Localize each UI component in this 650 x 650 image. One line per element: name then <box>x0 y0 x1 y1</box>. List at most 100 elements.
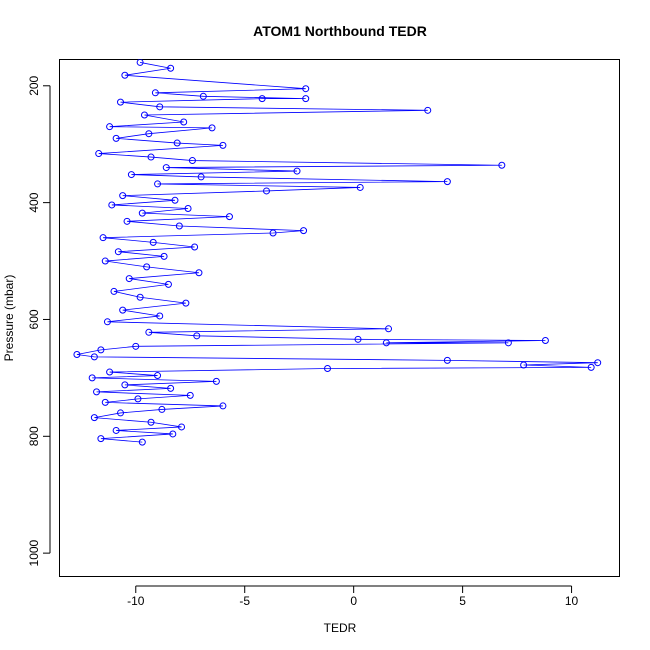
data-point <box>587 363 595 371</box>
data-point <box>110 287 118 295</box>
data-point <box>106 123 114 131</box>
data-point <box>112 134 120 142</box>
data-point <box>103 318 111 326</box>
data-point <box>127 171 135 179</box>
data-point <box>106 368 114 376</box>
x-axis-label: TEDR <box>324 621 357 635</box>
data-point <box>108 201 116 209</box>
data-point <box>117 98 125 106</box>
data-point <box>90 353 98 361</box>
data-point <box>121 71 129 79</box>
data-point <box>162 164 170 172</box>
data-point <box>269 229 277 237</box>
y-tick-label: 200 <box>27 75 41 95</box>
y-axis: 200 400 600 800 1000 <box>27 75 51 566</box>
data-point <box>114 248 122 256</box>
y-axis-label: Pressure (mbar) <box>2 275 16 362</box>
data-point <box>149 238 157 246</box>
data-point <box>219 141 227 149</box>
data-point <box>147 153 155 161</box>
data-point <box>147 418 155 426</box>
data-point <box>136 59 144 66</box>
data-point <box>182 299 190 307</box>
data-point <box>117 409 125 417</box>
y-tick-label: 800 <box>27 426 41 446</box>
data-point <box>134 395 142 403</box>
data-point <box>95 150 103 158</box>
data-point <box>385 325 393 333</box>
data-point <box>138 209 146 217</box>
x-tick-label: 10 <box>565 594 579 608</box>
data-point <box>171 196 179 204</box>
data-point <box>186 391 194 399</box>
data-point <box>138 438 146 446</box>
data-point <box>121 381 129 389</box>
data-point <box>160 252 168 260</box>
x-tick-label: 0 <box>350 594 357 608</box>
series-layer <box>73 59 602 446</box>
data-point <box>158 405 166 413</box>
data-point <box>300 227 308 235</box>
data-point <box>132 342 140 350</box>
data-point <box>443 356 451 364</box>
data-point <box>143 263 151 271</box>
data-point <box>219 402 227 410</box>
data-point <box>154 180 162 188</box>
data-point <box>302 85 310 93</box>
data-point <box>193 332 201 340</box>
data-point <box>225 213 233 221</box>
data-point <box>90 414 98 422</box>
data-point <box>156 103 164 111</box>
data-point <box>354 335 362 343</box>
data-point <box>156 312 164 320</box>
x-axis: -10 -5 0 5 10 <box>127 585 579 608</box>
y-tick-label: 600 <box>27 309 41 329</box>
chart-title: ATOM1 Northbound TEDR <box>253 23 427 39</box>
series-0 <box>73 59 602 446</box>
data-point <box>258 95 266 103</box>
data-point <box>293 167 301 175</box>
data-point <box>154 372 162 380</box>
data-point <box>164 280 172 288</box>
data-point <box>97 435 105 443</box>
data-point <box>173 139 181 147</box>
data-point <box>178 423 186 431</box>
data-point <box>208 124 216 132</box>
data-point <box>151 89 159 97</box>
data-point <box>125 275 133 283</box>
data-point <box>136 293 144 301</box>
data-point <box>145 130 153 138</box>
data-point <box>99 234 107 242</box>
data-point <box>167 384 175 392</box>
data-point <box>184 204 192 212</box>
data-point <box>197 173 205 181</box>
x-tick-label: 5 <box>459 594 466 608</box>
data-point <box>382 339 390 347</box>
data-point <box>191 243 199 251</box>
data-point <box>97 346 105 354</box>
data-point <box>93 388 101 396</box>
data-point <box>169 430 177 438</box>
series-line <box>76 62 598 443</box>
data-point <box>541 336 549 344</box>
data-point <box>180 118 188 126</box>
data-point <box>424 106 432 114</box>
data-point <box>123 217 131 225</box>
data-point <box>302 95 310 103</box>
plot-frame <box>59 59 620 577</box>
data-point <box>356 183 364 191</box>
data-point <box>263 187 270 195</box>
y-tick-label: 400 <box>27 192 41 212</box>
x-tick-label: -5 <box>239 594 250 608</box>
data-point <box>443 178 451 186</box>
data-point <box>101 257 109 265</box>
data-point <box>73 351 81 359</box>
data-point <box>504 339 512 347</box>
data-point <box>324 365 332 373</box>
data-point <box>594 359 602 367</box>
data-point <box>520 361 528 369</box>
data-point <box>167 64 175 72</box>
data-point <box>195 269 203 277</box>
